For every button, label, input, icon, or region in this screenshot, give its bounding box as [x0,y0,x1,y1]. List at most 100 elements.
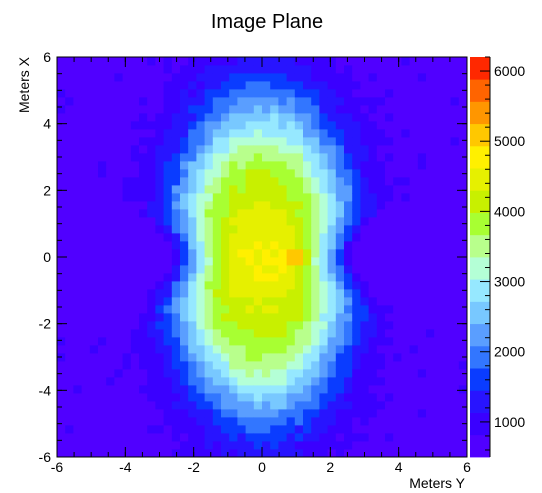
heatmap-cell [442,345,451,354]
heatmap-cell [344,121,353,130]
heatmap-cell [319,425,328,434]
heatmap-cell [171,233,181,242]
heatmap-cell [360,177,369,186]
heatmap-cell [139,353,148,362]
heatmap-cell [286,369,296,378]
heatmap-cell [81,433,91,442]
x-tick-label: -4 [119,459,132,475]
heatmap-cell [253,433,263,442]
heatmap-cell [286,361,296,370]
heatmap-cell [180,417,189,426]
heatmap-cell [147,401,156,410]
heatmap-cell [139,145,148,154]
heatmap-cell [360,233,369,242]
heatmap-cell [311,361,320,370]
heatmap-cell [426,401,435,410]
heatmap-cell [393,321,402,330]
heatmap-cell [262,233,271,242]
heatmap-cell [319,121,328,130]
heatmap-cell [376,81,386,90]
heatmap-cell [294,81,304,90]
heatmap-cell [212,137,222,146]
heatmap-cell [368,289,378,298]
heatmap-cell [114,193,123,202]
heatmap-cell [368,401,378,410]
heatmap-cell [139,337,148,346]
heatmap-cell [262,425,271,434]
heatmap-cell [426,169,435,178]
heatmap-cell [450,369,460,378]
heatmap-cell [212,257,222,266]
heatmap-cell [286,265,296,274]
heatmap-cell [368,281,378,290]
heatmap-cell [303,241,312,250]
heatmap-cell [212,129,222,138]
heatmap-cell [311,449,320,458]
heatmap-cell [270,169,279,178]
heatmap-cell [450,321,460,330]
heatmap-cell [401,97,410,106]
heatmap-cell [98,441,107,450]
heatmap-cell [458,265,468,274]
heatmap-cell [163,441,173,450]
heatmap-cell [426,305,435,314]
heatmap-cell [122,129,132,138]
heatmap-cell [180,449,189,458]
heatmap-cell [73,433,82,442]
color-scale-band [470,390,490,413]
heatmap-cell [434,361,443,370]
heatmap-cell [278,241,287,250]
heatmap-cell [417,417,427,426]
heatmap-cell [426,233,435,242]
heatmap-cell [188,449,197,458]
heatmap-cell [409,369,419,378]
heatmap-cell [376,113,386,122]
heatmap-cell [352,265,361,274]
heatmap-cell [147,73,156,82]
heatmap-cell [65,289,74,298]
heatmap-cell [352,177,361,186]
heatmap-cell [147,425,156,434]
heatmap-cell [344,361,353,370]
heatmap-cell [57,89,66,98]
heatmap-cell [245,385,255,394]
heatmap-cell [98,153,107,162]
heatmap-cell [458,121,468,130]
heatmap-cell [130,265,140,274]
heatmap-cell [147,385,156,394]
heatmap-cell [114,233,123,242]
heatmap-cell [335,409,345,418]
heatmap-cell [163,97,173,106]
heatmap-cell [122,209,132,218]
heatmap-cell [270,121,279,130]
heatmap-cell [294,265,304,274]
heatmap-cell [221,169,230,178]
heatmap-cell [409,161,419,170]
heatmap-cell [221,385,230,394]
heatmap-cell [139,265,148,274]
heatmap-cell [245,441,255,450]
color-scale-label: 1000 [494,414,525,430]
heatmap-cell [57,425,66,434]
heatmap-cell [163,337,173,346]
heatmap-cell [344,433,353,442]
heatmap-cell [163,233,173,242]
heatmap-cell [352,137,361,146]
heatmap-cell [147,209,156,218]
heatmap-cell [262,209,271,218]
heatmap-cell [130,65,140,74]
heatmap-cell [73,273,82,282]
heatmap-cell [155,321,164,330]
heatmap-cell [385,105,394,114]
heatmap-cell [434,153,443,162]
heatmap-cell [221,161,230,170]
heatmap-cell [426,353,435,362]
heatmap-cell [253,401,263,410]
heatmap-cell [376,361,386,370]
heatmap-cell [368,393,378,402]
heatmap-cell [212,313,222,322]
heatmap-cell [401,169,410,178]
heatmap-cell [196,225,205,234]
heatmap-cell [319,289,328,298]
heatmap-cell [57,441,66,450]
